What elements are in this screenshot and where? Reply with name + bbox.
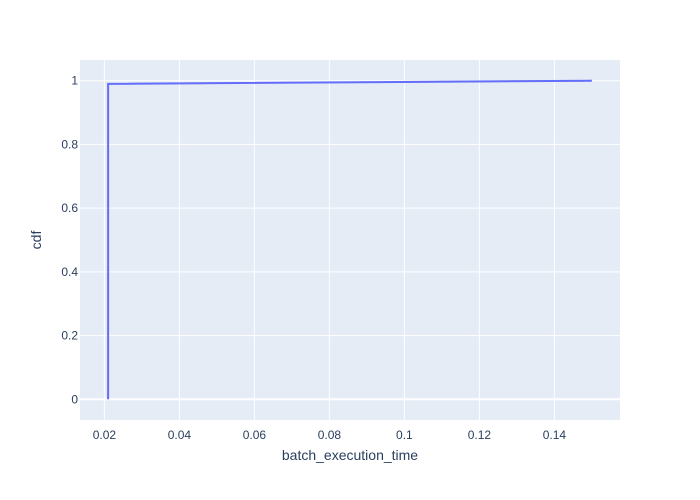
y-tick-label: 0.8: [61, 137, 78, 151]
y-tick-label: 0.6: [61, 201, 78, 215]
x-axis-title: batch_execution_time: [282, 447, 418, 463]
y-tick-label: 1: [71, 74, 78, 88]
y-tick-label: 0.4: [61, 265, 78, 279]
y-tick-label: 0.2: [61, 329, 78, 343]
x-axis-ticks: 0.02 0.04 0.06 0.08 0.1 0.12 0.14: [93, 428, 567, 442]
x-tick-label: 0.04: [168, 428, 192, 442]
plot-background: [80, 60, 620, 420]
y-axis-ticks: 0 0.2 0.4 0.6 0.8 1: [61, 74, 78, 407]
x-tick-label: 0.14: [543, 428, 567, 442]
x-tick-label: 0.02: [93, 428, 117, 442]
x-tick-label: 0.08: [318, 428, 342, 442]
x-tick-label: 0.12: [468, 428, 492, 442]
y-tick-label: 0: [71, 392, 78, 406]
x-tick-label: 0.06: [243, 428, 267, 442]
y-axis-title: cdf: [28, 231, 44, 250]
x-tick-label: 0.1: [396, 428, 413, 442]
